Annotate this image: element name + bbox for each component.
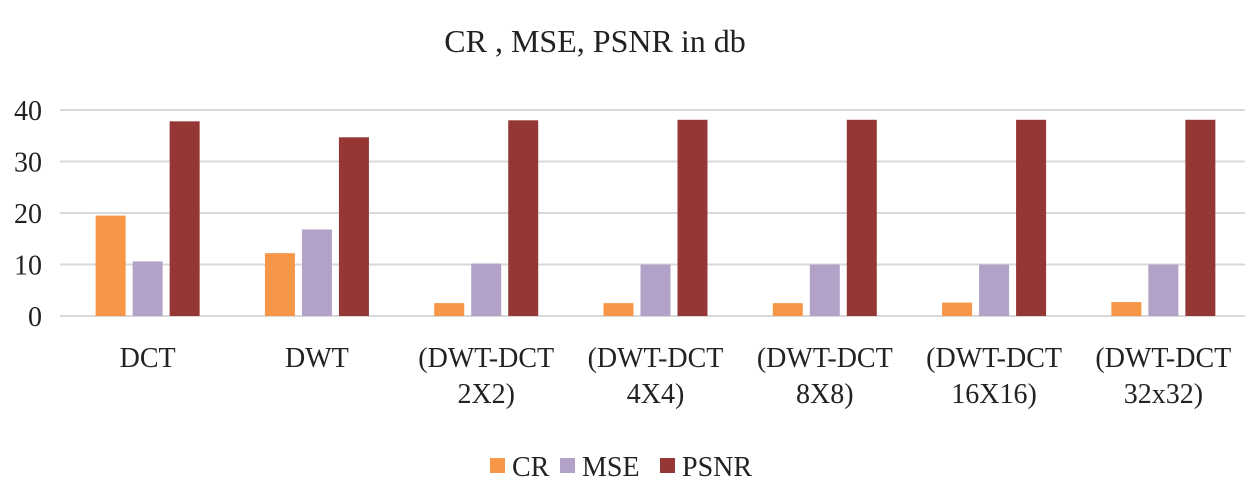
x-tick-label: 32x32) [1124, 379, 1203, 410]
bar-mse [979, 264, 1010, 316]
legend-swatch-psnr [660, 458, 675, 473]
bar-cr [1111, 302, 1142, 316]
x-tick-label: (DWT-DCT [588, 343, 724, 374]
x-tick-label: (DWT-DCT [926, 343, 1062, 374]
x-tick-label: 16X16) [951, 379, 1037, 410]
bar-cr [264, 253, 295, 316]
bar-cr [603, 303, 634, 316]
x-tick-label: (DWT-DCT [418, 343, 554, 374]
bar-psnr [508, 120, 539, 316]
x-tick-label: (DWT-DCT [1095, 343, 1231, 374]
x-tick-label: (DWT-DCT [757, 343, 893, 374]
bar-mse [301, 229, 332, 316]
x-tick-label: 2X2) [457, 379, 515, 410]
legend-label-psnr: PSNR [682, 452, 752, 483]
bar-mse [640, 264, 671, 316]
y-tick-label: 20 [14, 199, 42, 230]
bar-psnr [677, 119, 708, 316]
bar-mse [471, 263, 502, 316]
bar-mse [809, 264, 840, 316]
bar-cr [95, 215, 126, 316]
x-tick-label: 8X8) [796, 379, 854, 410]
x-tick-label: DCT [120, 343, 176, 374]
legend-label-cr: CR [512, 452, 550, 483]
bar-psnr [169, 121, 200, 316]
y-tick-label: 40 [14, 96, 42, 127]
chart-title: CR , MSE, PSNR in db [444, 23, 745, 59]
bar-psnr [338, 137, 369, 316]
legend-swatch-cr [490, 458, 505, 473]
bar-cr [434, 303, 465, 316]
y-tick-label: 30 [14, 148, 42, 179]
y-tick-label: 0 [28, 302, 42, 333]
bar-psnr [1016, 119, 1047, 316]
bar-mse [1148, 264, 1179, 316]
legend-label-mse: MSE [582, 452, 640, 483]
bar-cr [772, 303, 803, 316]
x-tick-label: 4X4) [627, 379, 685, 410]
bar-psnr [1185, 119, 1216, 316]
bar-mse [132, 261, 163, 316]
legend-swatch-mse [560, 458, 575, 473]
bar-cr [942, 302, 973, 316]
bar-psnr [846, 119, 877, 316]
x-tick-label: DWT [285, 343, 349, 374]
y-tick-label: 10 [14, 251, 42, 282]
